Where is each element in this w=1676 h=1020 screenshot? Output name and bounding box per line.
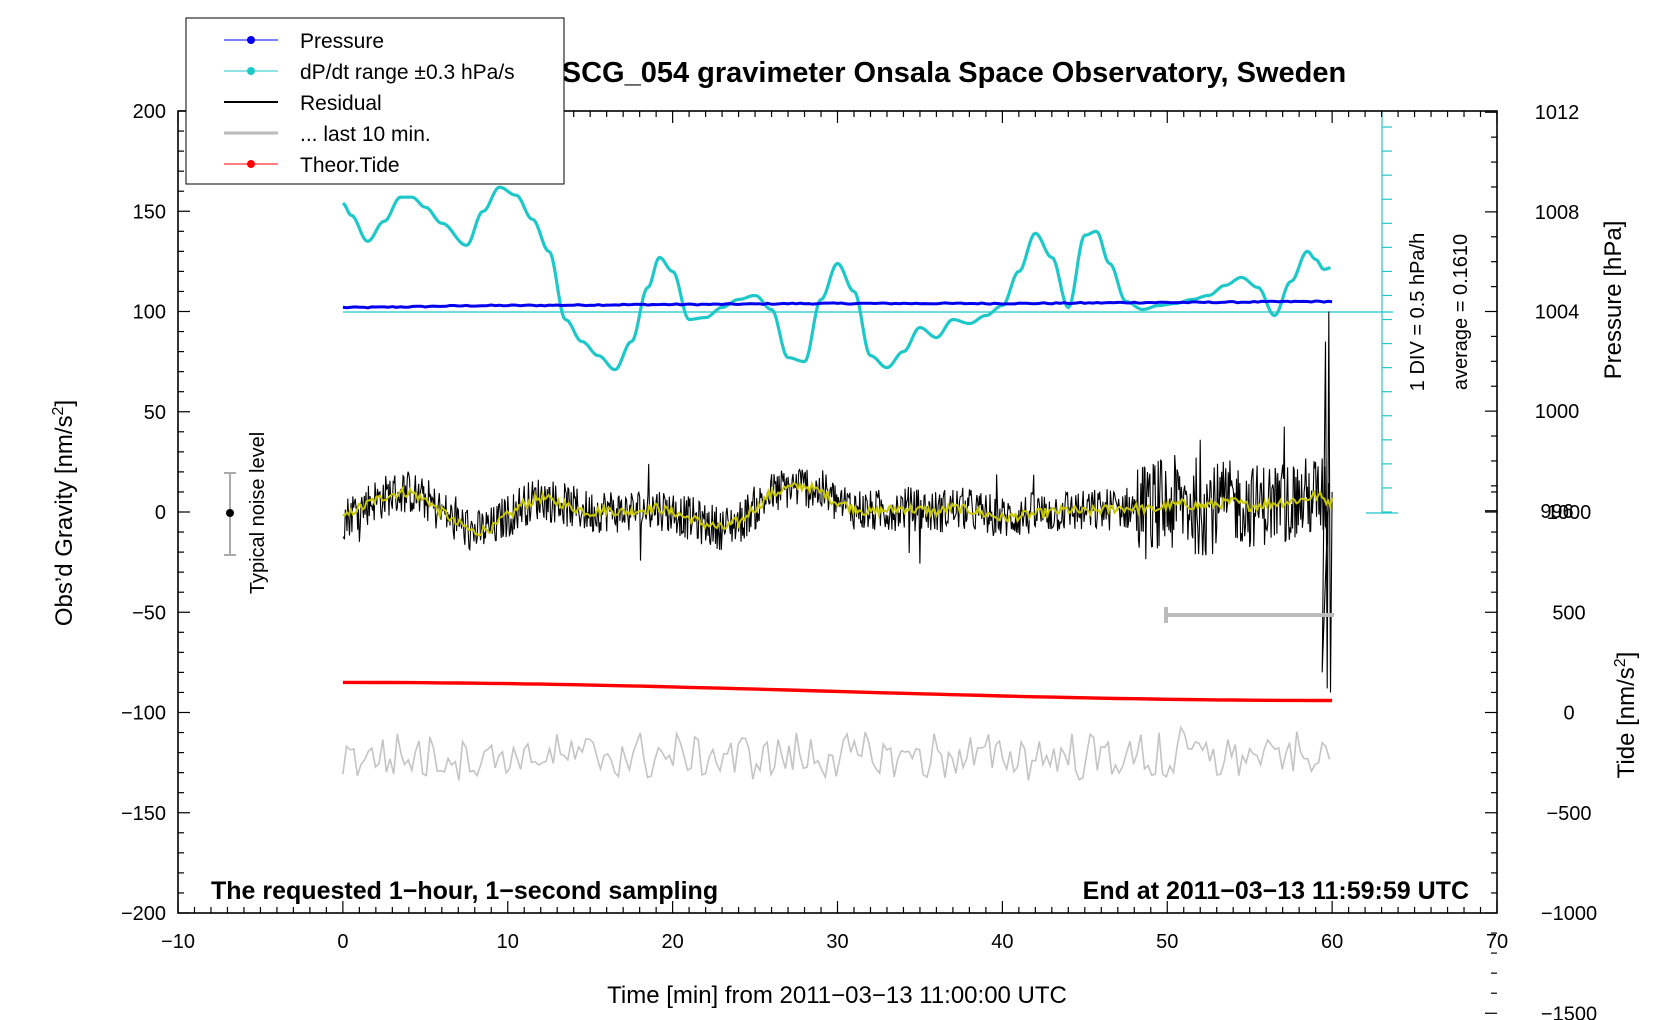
- y-axis-tide-title: Tide [nm/s2]: [1612, 652, 1640, 779]
- tide-tick-label: 1000: [1547, 502, 1592, 524]
- svg-text:Theor.Tide: Theor.Tide: [300, 154, 400, 177]
- noise-level-label: Typical noise level: [247, 432, 269, 594]
- annotation-end-time: End at 2011−03−13 11:59:59 UTC: [1083, 877, 1469, 905]
- x-tick-label: 70: [1486, 931, 1508, 953]
- svg-text:Pressure: Pressure: [300, 30, 384, 53]
- svg-text:Residual: Residual: [300, 92, 382, 115]
- y-tick-label: −200: [121, 903, 166, 925]
- x-axis-title: Time [min] from 2011−03−13 11:00:00 UTC: [607, 982, 1067, 1009]
- noise-level-marker: [224, 472, 236, 556]
- dpdt-div-label: 1 DIV = 0.5 hPa/h: [1407, 233, 1429, 391]
- pressure-tick-label: 1012: [1535, 102, 1580, 124]
- annotation-sampling: The requested 1−hour, 1−second sampling: [211, 877, 718, 905]
- y-axis-pressure: 996 1000 1004 1008 1012: [1485, 102, 1579, 523]
- legend-item-theor-tide: Theor.Tide: [224, 154, 400, 177]
- y-axis-pressure-title: Pressure [hPa]: [1600, 221, 1627, 380]
- dpdt-average-label: average = 0.1610: [1450, 234, 1472, 390]
- x-tick-label: 50: [1156, 931, 1178, 953]
- x-tick-label: 10: [497, 931, 519, 953]
- series-theor-tide: [342, 680, 1333, 703]
- y-tick-label: 150: [133, 201, 166, 223]
- x-tick-label: 0: [337, 931, 348, 953]
- y-tick-label: 200: [133, 101, 166, 123]
- svg-text:dP/dt range ±0.3 hPa/s: dP/dt range ±0.3 hPa/s: [300, 61, 515, 84]
- pressure-tick-label: 1008: [1535, 202, 1580, 224]
- x-tick-label: −10: [161, 931, 195, 953]
- series-residual-smoothed: [342, 480, 1334, 538]
- x-tick-label: 20: [662, 931, 684, 953]
- legend-item-residual: Residual: [224, 92, 382, 115]
- series-pressure: [342, 299, 1333, 310]
- y-tick-label: 100: [133, 302, 166, 324]
- y-tick-label: −150: [121, 803, 166, 825]
- pressure-tick-label: 1000: [1535, 401, 1580, 423]
- series-last-10-min: [342, 725, 1331, 781]
- y-tick-label: −100: [121, 703, 166, 725]
- pressure-tick-label: 1004: [1535, 302, 1580, 324]
- tide-tick-label: 0: [1563, 703, 1574, 725]
- legend-item-last-10-min: ... last 10 min.: [224, 123, 431, 146]
- y-axis-gravity: −200 −150 −100 −50 0 50 100 150 200: [121, 101, 190, 925]
- dpdt-scale-ruler: [1366, 111, 1398, 514]
- y-axis-tide: −1500 −1000 −500 0 500 1000: [1485, 491, 1597, 1020]
- tide-tick-label: −500: [1546, 803, 1591, 825]
- y-tick-label: 50: [144, 402, 166, 424]
- x-tick-label: 40: [991, 931, 1013, 953]
- svg-text:... last 10 min.: ... last 10 min.: [300, 123, 431, 146]
- tide-tick-label: −1000: [1541, 903, 1597, 925]
- legend-item-pressure: Pressure: [224, 30, 384, 53]
- chart-title: SCG_054 gravimeter Onsala Space Observat…: [562, 57, 1346, 89]
- legend-item-dpdt: dP/dt range ±0.3 hPa/s: [224, 61, 515, 84]
- x-axis: −10 0 10 20 30 40 50 60 70: [161, 111, 1508, 953]
- y-tick-label: −50: [132, 602, 166, 624]
- tide-tick-label: 500: [1552, 602, 1585, 624]
- x-tick-label: 60: [1321, 931, 1343, 953]
- y-tick-label: 0: [155, 502, 166, 524]
- y-axis-gravity-title: Obs’d Gravity [nm/s2]: [50, 400, 78, 626]
- pressure-tick-label: 996: [1540, 501, 1573, 523]
- tide-tick-label: −1500: [1541, 1003, 1597, 1020]
- series-dpdt: [341, 185, 1331, 372]
- series-residual: [342, 311, 1333, 693]
- last-10-min-bracket: [1164, 607, 1334, 623]
- legend: Pressure dP/dt range ±0.3 hPa/s Residual…: [185, 17, 565, 185]
- x-tick-label: 30: [826, 931, 848, 953]
